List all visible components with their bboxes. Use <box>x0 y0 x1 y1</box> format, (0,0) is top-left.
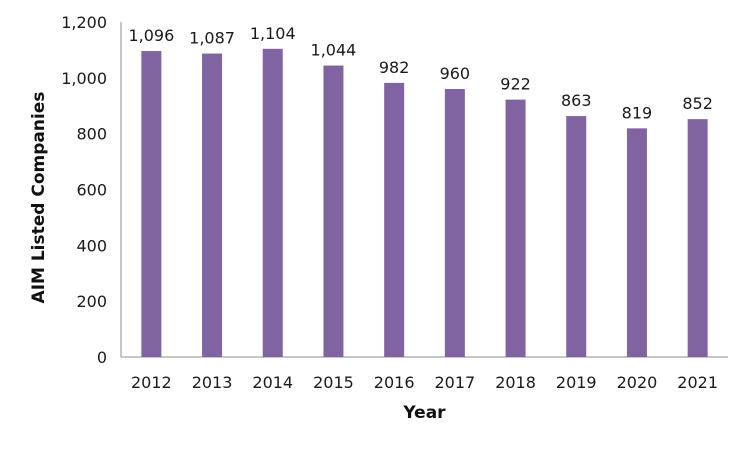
data-label-2020: 819 <box>622 103 653 122</box>
bars-group <box>141 48 708 358</box>
data-label-2019: 863 <box>561 91 592 110</box>
bar-2020 <box>626 128 647 357</box>
bar-2018 <box>505 99 526 357</box>
x-tick-label-2014: 2014 <box>252 373 293 392</box>
data-label-2012: 1,096 <box>128 26 174 45</box>
bar-2013 <box>202 53 223 357</box>
data-label-2017: 960 <box>440 64 471 83</box>
data-label-2013: 1,087 <box>189 29 235 48</box>
data-labels-group: 1,096 1,087 1,104 1,044 982 960 922 863 819 852 <box>128 24 712 123</box>
y-tick-label-600: 600 <box>76 181 107 200</box>
data-label-2015: 1,044 <box>311 41 357 60</box>
data-label-2016: 982 <box>379 58 410 77</box>
bar-2012 <box>141 51 162 358</box>
x-tick-label-2017: 2017 <box>434 373 475 392</box>
x-tick-label-2018: 2018 <box>495 373 536 392</box>
y-tick-label-0: 0 <box>97 348 107 367</box>
x-tick-label-2012: 2012 <box>131 373 172 392</box>
x-tick-label-2019: 2019 <box>556 373 597 392</box>
y-tick-labels-group: 0 200 400 600 800 1,000 1,200 <box>61 13 107 367</box>
y-axis-title: AIM Listed Companies <box>29 92 49 304</box>
x-tick-labels-group: 2012 2013 2014 2015 2016 2017 2018 2019 2020 2021 <box>131 373 718 392</box>
data-label-2018: 922 <box>500 75 531 94</box>
data-label-2014: 1,104 <box>250 24 296 43</box>
bar-2014 <box>262 48 283 358</box>
x-tick-label-2021: 2021 <box>677 373 718 392</box>
bar-2019 <box>566 116 587 358</box>
bar-2021 <box>687 119 708 358</box>
bar-2015 <box>323 65 344 358</box>
x-tick-label-2016: 2016 <box>374 373 415 392</box>
bar-2016 <box>384 82 405 357</box>
x-tick-label-2020: 2020 <box>617 373 658 392</box>
y-tick-label-1000: 1,000 <box>61 69 107 88</box>
y-tick-label-200: 200 <box>76 292 107 311</box>
y-tick-label-400: 400 <box>76 236 107 255</box>
x-tick-label-2015: 2015 <box>313 373 354 392</box>
x-tick-label-2013: 2013 <box>192 373 233 392</box>
y-tick-label-800: 800 <box>76 125 107 144</box>
bar-2017 <box>444 89 465 357</box>
x-axis-title: Year <box>402 403 446 423</box>
y-tick-label-1200: 1,200 <box>61 13 107 32</box>
data-label-2021: 852 <box>682 94 713 113</box>
